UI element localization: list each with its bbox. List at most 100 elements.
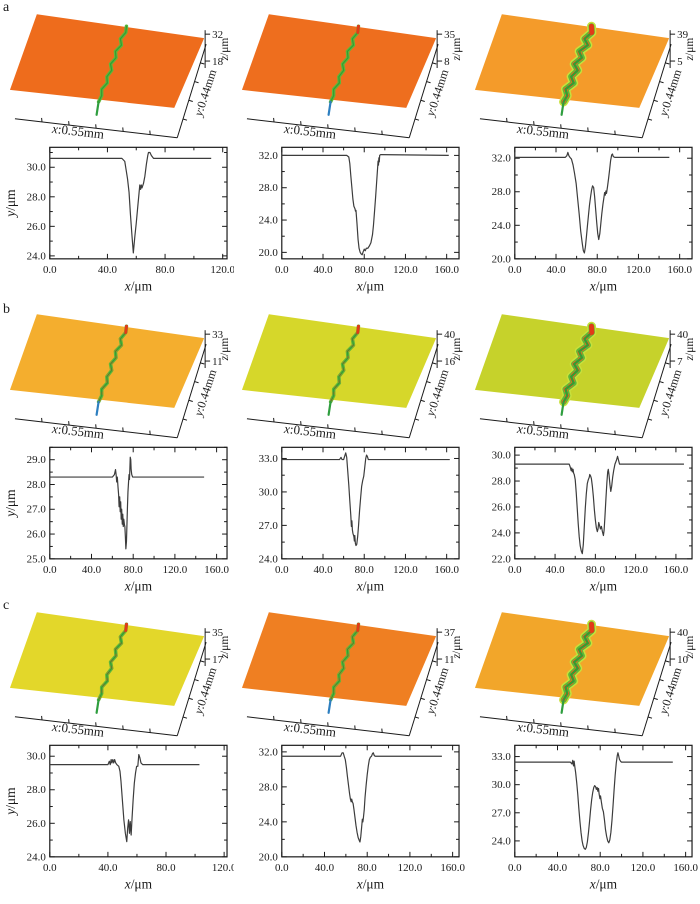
x-tick-label: 40.0 [313, 264, 333, 276]
z-axis-label: z/μm [451, 636, 463, 660]
groove-tip [327, 698, 332, 714]
y3d-tick [194, 81, 199, 84]
x3d-axis [479, 417, 643, 439]
ticks [281, 447, 460, 560]
profile-plot-a1: 0.0 40.0 80.0 120.0 24.0 26.0 28.0 30.0 x/μm y/μm [3, 146, 234, 294]
y-tick-label: 25.0 [27, 553, 47, 565]
y-tick-label: 24.0 [259, 816, 279, 828]
groove-red-top [124, 324, 128, 334]
surface-plot-c3: x:0.55mm y:0.44mm 40 10z/μm [474, 612, 696, 740]
profile-plot-a3: 0.0 40.0 80.0 120.0 160.0 20.0 24.0 28.0 32.0 x/μ… [492, 146, 693, 294]
x-tick-label: 80.0 [355, 264, 375, 276]
y3d-tick [194, 679, 199, 682]
z-axis [204, 30, 211, 69]
y-tick-label: 24.0 [492, 220, 512, 232]
y3d-tick [200, 362, 205, 365]
x-tick-label: 80.0 [588, 264, 608, 276]
x-tick-label: 80.0 [124, 564, 144, 576]
x3d-axis [479, 117, 643, 139]
x-tick-label: 80.0 [355, 564, 375, 576]
x3d-axis-label: x:0.55mm [50, 421, 104, 442]
x3d-axis [246, 715, 410, 737]
z-axis [669, 30, 676, 69]
x3d-axis [14, 417, 178, 439]
z-tick-label: 17 [212, 654, 223, 666]
profile-plot-b2: 0.0 40.0 80.0 120.0 160.0 24.0 27.0 30.0 33.0 x/μ… [259, 446, 460, 594]
x-tick-label: 80.0 [155, 264, 175, 276]
x-tick-label: 40.0 [98, 264, 118, 276]
x-tick-label: 0.0 [43, 862, 57, 874]
groove [327, 24, 361, 116]
x-tick-label: 80.0 [586, 564, 606, 576]
x-axis-label: x/μm [356, 279, 385, 294]
y3d-tick [188, 697, 193, 700]
plot-frame [49, 744, 228, 858]
x-tick-label: 0.0 [43, 264, 57, 276]
x-axis-label: x/μm [589, 579, 618, 594]
profile-plot-b3: 0.0 40.0 80.0 120.0 160.0 22.0 24.0 26.0 28.0 30.… [492, 446, 693, 594]
y-tick-label: 24.0 [259, 553, 279, 565]
z-axis-label: z/μm [219, 636, 231, 660]
groove-tip [95, 698, 100, 714]
z-axis-label: z/μm [684, 636, 696, 660]
y-tick-label: 28.0 [259, 182, 279, 194]
x-tick-label: 40.0 [546, 264, 566, 276]
y3d-tick [653, 399, 658, 402]
z-tick-label: 5 [677, 56, 683, 68]
surface-plot-a3: x:0.55mm y:0.44mm 39 5 z/μm [474, 14, 696, 142]
ticks [281, 745, 460, 858]
data-line [49, 753, 200, 843]
y-tick-label: 20.0 [259, 247, 279, 259]
z-axis [669, 628, 676, 667]
z-axis [204, 628, 211, 667]
surface-plane [241, 314, 437, 408]
x-tick-label: 40.0 [548, 862, 568, 874]
y-tick-label: 24.0 [492, 527, 512, 539]
groove-center [329, 25, 360, 103]
x-tick-label: 40.0 [313, 564, 333, 576]
y3d-axis [176, 641, 207, 736]
x3d-axis-label: x:0.55mm [515, 719, 569, 740]
surface-3d [9, 314, 211, 439]
ticks [514, 745, 693, 857]
x-tick-label: 160.0 [664, 564, 689, 576]
data-line [281, 153, 449, 256]
y3d-tick [659, 679, 664, 682]
y3d-axis-label: y:0.44mm [656, 67, 685, 119]
y3d-tick [182, 118, 188, 121]
data-line [514, 151, 670, 254]
data-line [49, 456, 205, 550]
surface-plot-a1: x:0.55mm y:0.44mm 32 18z/μm [9, 14, 231, 142]
surface-plot-c1: x:0.55mm y:0.44mm 35 17z/μm [9, 612, 231, 740]
x-tick-label: 0.0 [508, 564, 522, 576]
y3d-tick [647, 118, 653, 121]
z-tick-label: 40 [444, 329, 455, 341]
y-tick-label: 32.0 [492, 153, 512, 165]
groove-tip [327, 100, 332, 116]
y3d-tick [420, 399, 425, 402]
x-tick-label: 0.0 [275, 264, 289, 276]
y-tick-label: 28.0 [492, 186, 512, 198]
row-label-a: a [3, 0, 10, 15]
surface-plot-a2: x:0.55mm y:0.44mm 35 8 z/μm [241, 14, 463, 142]
profile-plot-a2: 0.0 40.0 80.0 120.0 160.0 20.0 24.0 28.0 32.0 x/μ… [259, 146, 460, 294]
data-line [514, 752, 673, 850]
y3d-tick [426, 81, 431, 84]
y-tick-label: 27.0 [27, 504, 47, 516]
groove-tip [560, 698, 565, 714]
panel-a1: x:0.55mm y:0.44mm 32 18 z/μm 0.0 40.0 80.0 120.… [2, 2, 234, 300]
x-tick-label: 80.0 [358, 862, 378, 874]
z-tick-label: 35 [212, 627, 223, 639]
x3d-axis [479, 715, 643, 737]
groove-center [329, 623, 360, 701]
z-tick-label: 37 [444, 627, 455, 639]
z-axis [669, 330, 676, 369]
y3d-tick [426, 679, 431, 682]
panel-b2: x:0.55mm y:0.44mm 40 16 z/μm 0.0 40.0 80.0 120.… [234, 302, 466, 600]
z-tick-label: 11 [212, 356, 223, 368]
x-tick-label: 120.0 [626, 264, 651, 276]
x-tick-label: 160.0 [673, 862, 698, 874]
x-tick-label: 120.0 [398, 862, 423, 874]
ticks [514, 447, 693, 560]
y3d-axis [641, 641, 672, 736]
